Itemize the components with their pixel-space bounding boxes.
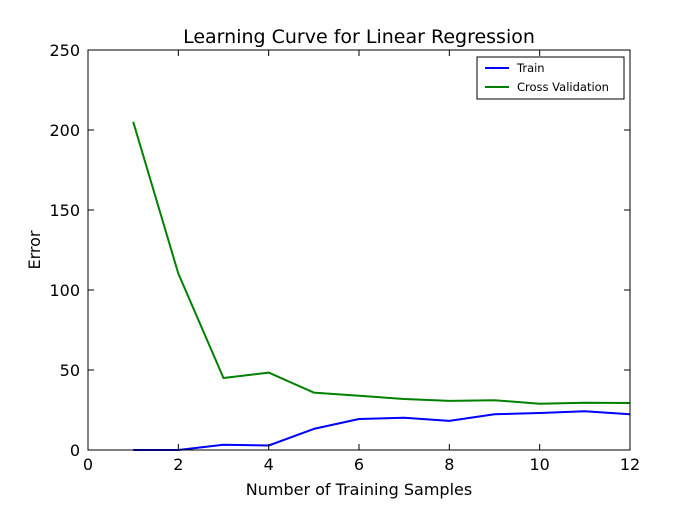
legend-label-cross-validation: Cross Validation — [517, 80, 609, 94]
y-tick-label: 200 — [49, 121, 80, 140]
y-tick-label: 100 — [49, 281, 80, 300]
x-tick-label: 0 — [83, 455, 93, 474]
plot-area: 0 2 4 6 8 10 12 0 50 100 150 200 250 Train Cross Valid… — [49, 41, 640, 474]
y-tick-label: 0 — [70, 441, 80, 460]
y-tick-label: 150 — [49, 201, 80, 220]
legend-label-train: Train — [516, 61, 545, 75]
y-axis-label: Error — [25, 230, 44, 269]
x-tick-label: 4 — [264, 455, 274, 474]
chart-title: Learning Curve for Linear Regression — [183, 26, 535, 48]
x-tick-label: 10 — [529, 455, 549, 474]
series-line-cross-validation — [132, 121, 631, 405]
legend-box — [476, 56, 625, 100]
y-tick-label: 50 — [60, 361, 80, 380]
plot-frame — [87, 49, 631, 451]
x-tick-label: 6 — [354, 455, 364, 474]
x-tick-label: 8 — [444, 455, 454, 474]
x-tick-label: 12 — [620, 455, 640, 474]
x-tick-label: 2 — [173, 455, 183, 474]
y-tick-label: 250 — [49, 41, 80, 60]
x-axis-label: Number of Training Samples — [246, 480, 472, 499]
series-line-train — [133, 410, 631, 451]
